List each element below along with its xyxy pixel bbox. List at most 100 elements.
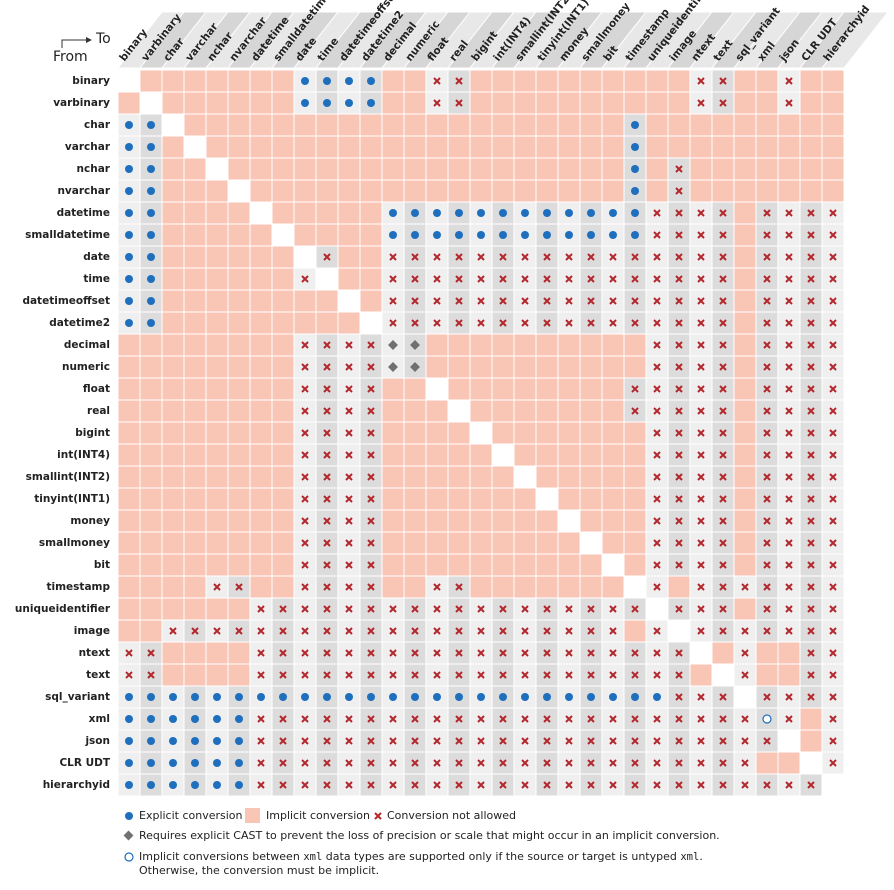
- cell: [535, 91, 559, 115]
- cell: [579, 157, 603, 181]
- row-label: date: [83, 251, 110, 263]
- not-allowed-marker: [367, 407, 375, 415]
- not-allowed-marker: [675, 693, 683, 701]
- not-allowed-marker: [213, 583, 221, 591]
- explicit-marker: [389, 209, 397, 217]
- cell: [183, 245, 207, 269]
- cell: [447, 113, 471, 137]
- cell: [821, 157, 845, 181]
- not-allowed-marker: [257, 781, 265, 789]
- row-label: ntext: [79, 647, 110, 659]
- row-label: float: [83, 383, 110, 395]
- not-allowed-marker: [785, 385, 793, 393]
- not-allowed-marker: [279, 627, 287, 635]
- explicit-marker: [147, 759, 155, 767]
- not-allowed-marker: [763, 385, 771, 393]
- cell: [425, 531, 449, 555]
- explicit-marker: [169, 737, 177, 745]
- cell: [139, 465, 163, 489]
- cell: [425, 421, 449, 445]
- cell: [733, 377, 757, 401]
- not-allowed-marker: [807, 363, 815, 371]
- cell: [557, 575, 581, 599]
- cell: [337, 113, 361, 137]
- explicit-marker: [477, 209, 485, 217]
- not-allowed-marker: [829, 605, 837, 613]
- not-allowed-marker: [279, 649, 287, 657]
- legend-xml-marker: [124, 852, 134, 862]
- explicit-marker: [631, 165, 639, 173]
- cell: [205, 135, 229, 159]
- not-allowed-marker: [345, 715, 353, 723]
- explicit-marker: [367, 693, 375, 701]
- not-allowed-marker: [389, 253, 397, 261]
- not-allowed-marker: [477, 759, 485, 767]
- not-allowed-marker: [697, 253, 705, 261]
- not-allowed-marker: [675, 297, 683, 305]
- not-allowed-marker: [829, 715, 837, 723]
- not-allowed-marker: [433, 297, 441, 305]
- not-allowed-marker: [697, 781, 705, 789]
- cell: [337, 267, 361, 291]
- cell: [491, 179, 515, 203]
- cell: [227, 289, 251, 313]
- cell: [711, 179, 735, 203]
- explicit-marker: [367, 77, 375, 85]
- not-allowed-marker: [719, 495, 727, 503]
- not-allowed-marker: [587, 759, 595, 767]
- explicit-marker: [367, 99, 375, 107]
- cell: [205, 91, 229, 115]
- not-allowed-marker: [785, 495, 793, 503]
- cell: [293, 135, 317, 159]
- not-allowed-marker: [697, 319, 705, 327]
- cell: [799, 113, 823, 137]
- cell: [733, 113, 757, 137]
- cell: [557, 509, 581, 533]
- cell: [447, 157, 471, 181]
- cell: [381, 509, 405, 533]
- cell: [205, 421, 229, 445]
- cell: [271, 443, 295, 467]
- not-allowed-marker: [829, 737, 837, 745]
- cell: [799, 751, 823, 775]
- cell: [799, 69, 823, 93]
- not-allowed-marker: [653, 561, 661, 569]
- not-allowed-marker: [697, 363, 705, 371]
- not-allowed-marker: [587, 649, 595, 657]
- row-label: image: [74, 625, 110, 637]
- cell: [447, 355, 471, 379]
- not-allowed-marker: [609, 759, 617, 767]
- not-allowed-marker: [323, 627, 331, 635]
- not-allowed-marker: [499, 319, 507, 327]
- explicit-marker: [631, 209, 639, 217]
- cell: [601, 113, 625, 137]
- cell: [557, 333, 581, 357]
- corner-arrowhead: [86, 37, 92, 43]
- cell: [491, 553, 515, 577]
- not-allowed-marker: [697, 297, 705, 305]
- note-text: data types are supported only if the sou…: [326, 850, 677, 863]
- not-allowed-marker: [807, 385, 815, 393]
- cell: [139, 69, 163, 93]
- cell: [557, 377, 581, 401]
- not-allowed-marker: [367, 561, 375, 569]
- not-allowed-marker: [279, 671, 287, 679]
- cell: [227, 91, 251, 115]
- not-allowed-marker: [521, 737, 529, 745]
- not-allowed-marker: [521, 715, 529, 723]
- not-allowed-marker: [675, 385, 683, 393]
- not-allowed-marker: [807, 517, 815, 525]
- not-allowed-marker: [367, 341, 375, 349]
- not-allowed-marker: [279, 759, 287, 767]
- cell: [227, 465, 251, 489]
- cell: [469, 91, 493, 115]
- not-allowed-marker: [719, 253, 727, 261]
- not-allowed-marker: [675, 737, 683, 745]
- explicit-marker: [433, 209, 441, 217]
- cell: [733, 597, 757, 621]
- not-allowed-marker: [301, 715, 309, 723]
- legend-implicit-marker: [245, 808, 260, 823]
- not-allowed-marker: [455, 627, 463, 635]
- not-allowed-marker: [763, 561, 771, 569]
- cell: [271, 333, 295, 357]
